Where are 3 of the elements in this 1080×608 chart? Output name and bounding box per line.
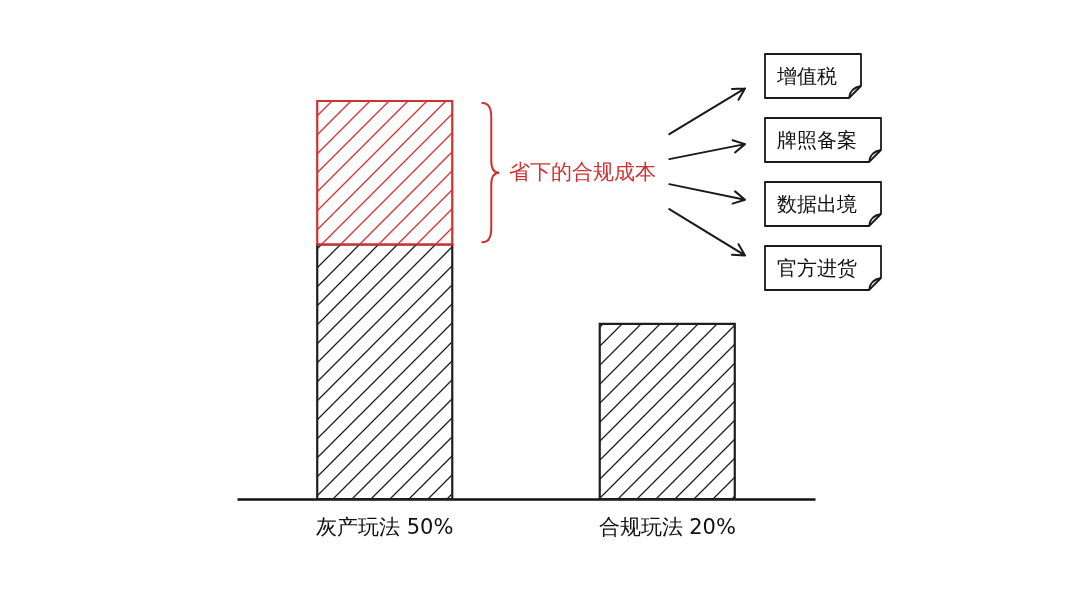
x-tick-label: 合规玩法 20% <box>598 514 736 539</box>
x-tick-label: 灰产玩法 50% <box>316 514 454 539</box>
text: 省下的合规成本 <box>509 159 657 184</box>
